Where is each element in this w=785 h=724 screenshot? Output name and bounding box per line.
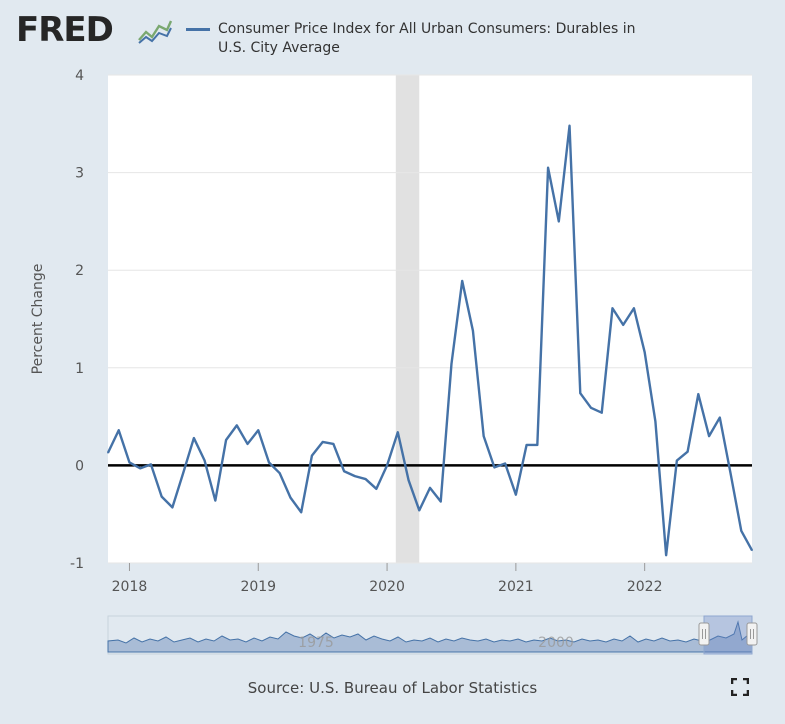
plot-background [108,75,752,563]
data-point [665,554,667,556]
legend-label: Consumer Price Index for All Urban Consu… [218,21,636,56]
y-axis-ticks: -1 0 1 2 3 4 [70,68,84,572]
data-point [311,454,313,457]
y-tick-label: 3 [75,166,84,182]
data-point [740,529,743,532]
data-point [364,478,367,480]
data-point [354,475,356,477]
y-tick-label: 0 [75,458,84,474]
data-point [236,424,238,427]
data-point [590,407,592,409]
x-tick-label: 2021 [498,579,534,595]
data-point [611,307,614,310]
data-point [493,466,496,469]
data-point [450,363,453,365]
data-point [407,479,410,481]
data-point [461,280,464,282]
data-point [128,461,131,464]
data-point [568,124,571,127]
data-point [751,549,753,552]
data-point [139,467,141,470]
data-point [375,488,378,490]
navigator-handle-left[interactable] [698,622,710,646]
navigator-handle-right[interactable] [746,622,758,646]
y-tick-label: 2 [75,263,84,279]
data-point [504,462,506,465]
data-point [182,472,184,475]
data-point [278,472,281,475]
data-point [246,443,249,445]
data-point [558,220,560,223]
data-point [729,472,732,475]
fred-graph-icon [137,16,173,46]
data-point [225,439,227,441]
data-point [600,411,603,414]
chart-header: FRED Consumer Price Index for All Urban … [0,0,785,70]
navigator[interactable]: 1975 2000 [107,615,758,655]
navigator-label-2000: 2000 [538,635,574,651]
data-point [708,435,710,437]
data-point [676,459,678,462]
y-tick-label: 4 [75,68,84,84]
data-point [150,463,152,466]
y-axis-label: Percent Change [30,264,46,375]
data-point [203,459,206,462]
x-tick-label: 2018 [112,579,148,595]
data-point [536,444,539,446]
data-point [697,393,700,395]
series-layer [106,124,754,557]
data-point [300,511,303,514]
data-point [332,443,335,445]
data-point [633,307,635,310]
x-tick-label: 2022 [627,579,663,595]
data-point [547,166,549,169]
y-tick-label: -1 [70,556,84,572]
data-point [418,509,421,512]
data-point [193,437,195,439]
data-point [117,429,120,432]
data-point [321,441,324,443]
data-point [343,470,345,473]
data-point [289,496,292,499]
data-point [439,500,442,503]
navigator-selection[interactable] [703,615,753,655]
data-point [515,493,517,496]
data-point [429,487,431,489]
data-point [171,506,174,509]
source-note: Source: U.S. Bureau of Labor Statistics [247,679,538,697]
data-point [643,351,646,353]
data-point [397,431,399,434]
data-point [214,499,217,502]
data-point [160,495,163,498]
data-point [257,429,260,432]
recession-band [395,75,420,563]
data-point [719,416,721,419]
data-point [622,324,624,326]
data-point [472,329,474,332]
data-point [654,420,657,423]
data-point [482,435,485,437]
data-point [107,451,109,454]
data-point [386,464,388,467]
data-point [579,392,582,394]
x-axis-ticks: 2018 2019 2020 2021 2022 [112,563,663,595]
fred-logo[interactable]: FRED [16,10,114,50]
data-point [268,461,270,464]
legend-swatch [186,28,210,31]
data-point [686,450,689,453]
x-tick-label: 2020 [369,579,405,595]
navigator-series [107,620,753,653]
data-point [525,444,528,446]
fullscreen-icon[interactable] [731,678,749,696]
y-tick-label: 1 [75,361,84,377]
navigator-label-1975: 1975 [298,635,334,651]
recession-shading-layer [395,75,420,563]
x-tick-label: 2019 [240,579,276,595]
